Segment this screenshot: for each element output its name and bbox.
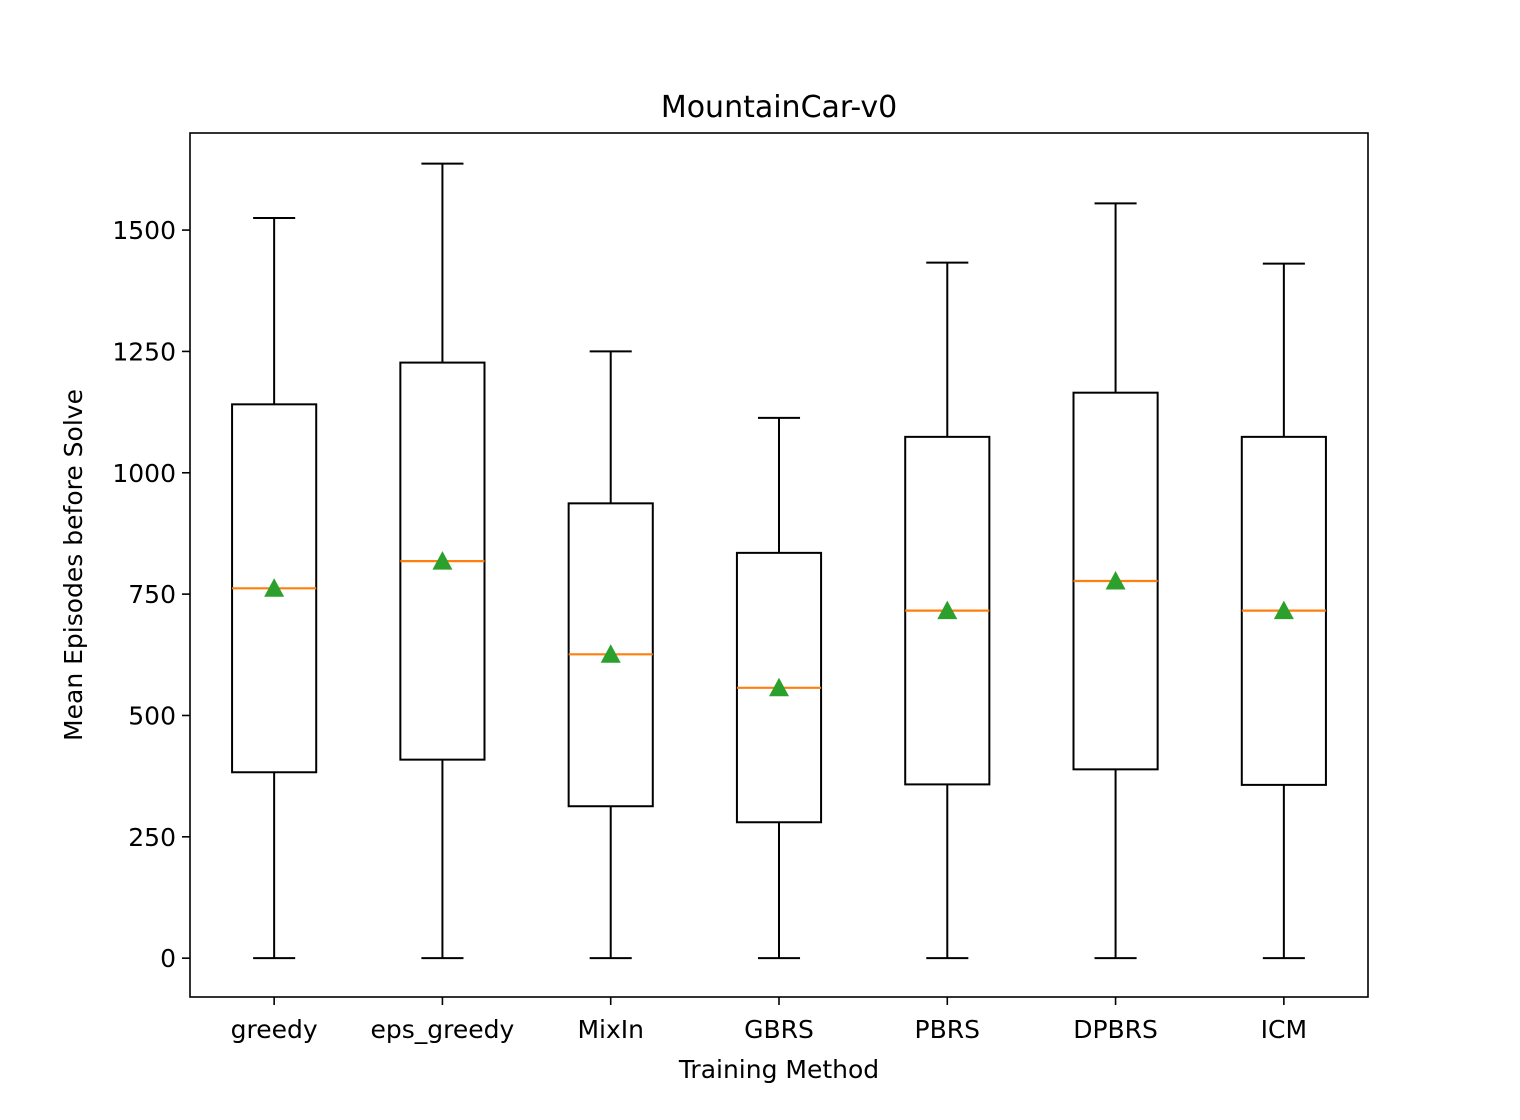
mean-marker (1105, 571, 1126, 590)
y-tick-label: 0 (160, 944, 176, 973)
y-tick-label: 750 (128, 580, 176, 609)
box-group-eps-greedy (399, 162, 486, 960)
mean-marker (769, 677, 789, 697)
x-tick-label: MixIn (577, 1015, 644, 1044)
y-tick-label: 500 (128, 701, 176, 730)
y-axis-label: Mean Episodes before Solve (59, 389, 88, 741)
x-tick-label: GBRS (744, 1015, 814, 1044)
box-group-mixin (567, 350, 654, 960)
mean-marker (600, 644, 621, 663)
mean-marker (1273, 600, 1294, 620)
boxes-layer (231, 162, 1327, 960)
x-tick-label: DPBRS (1073, 1015, 1158, 1044)
plot-frame (189, 132, 1369, 998)
x-tick-label: eps_greedy (371, 1015, 515, 1044)
mean-marker (264, 578, 285, 597)
box-group-icm (1240, 262, 1327, 960)
y-tick-label: 250 (128, 823, 176, 852)
box-group-dpbrs (1072, 202, 1159, 960)
mean-marker (432, 551, 453, 570)
y-tick-label: 1000 (112, 459, 176, 488)
x-tick-label: PBRS (915, 1015, 980, 1044)
y-axis: 0 250 500 750 1000 1250 1500 (112, 216, 190, 973)
mean-marker (937, 600, 958, 620)
box-group-pbrs (904, 261, 991, 960)
y-tick-label: 1250 (112, 337, 176, 366)
box-group-gbrs (735, 416, 823, 960)
y-tick-label: 1500 (112, 216, 176, 245)
x-axis-label: Training Method (678, 1055, 879, 1084)
chart-title: MountainCar-v0 (661, 90, 897, 125)
x-tick-label: ICM (1261, 1015, 1307, 1044)
box-group-greedy (231, 216, 318, 960)
x-axis: greedy eps_greedy MixIn GBRS PBRS DPBRS ICM (231, 997, 1307, 1044)
x-tick-label: greedy (231, 1015, 318, 1044)
